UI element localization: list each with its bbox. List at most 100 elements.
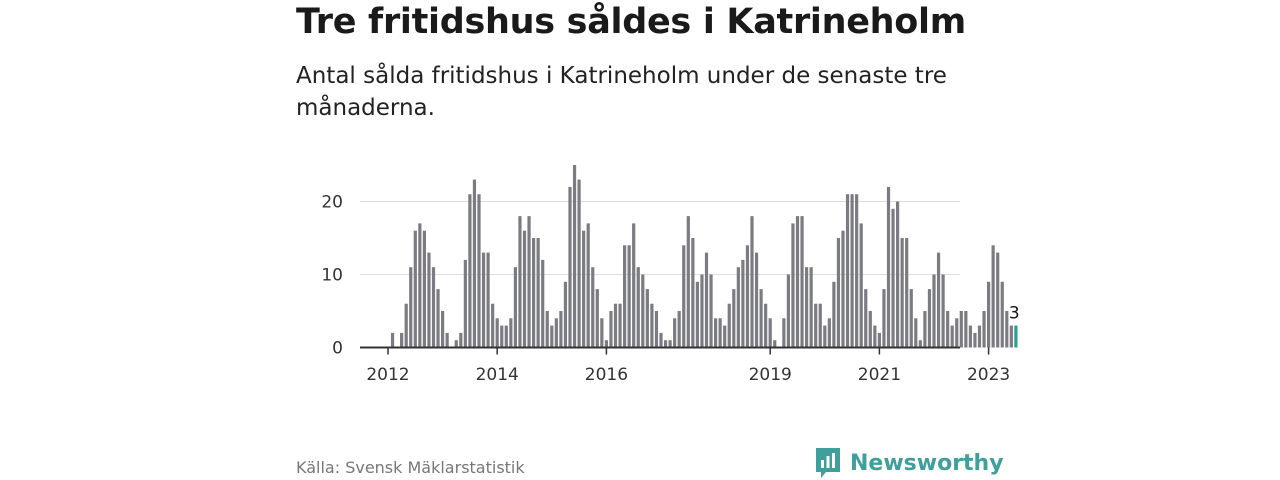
bar bbox=[491, 303, 495, 348]
bar bbox=[650, 303, 654, 348]
bar bbox=[855, 194, 859, 348]
bar bbox=[782, 318, 786, 348]
bar bbox=[968, 325, 972, 348]
bar bbox=[413, 230, 417, 348]
x-tick-label: 2016 bbox=[585, 365, 628, 385]
bar bbox=[941, 274, 945, 348]
bar bbox=[814, 303, 818, 348]
bar bbox=[477, 194, 481, 348]
x-tick-label: 2019 bbox=[749, 365, 792, 385]
bar bbox=[786, 274, 790, 348]
bar bbox=[736, 267, 740, 348]
bar bbox=[509, 318, 513, 348]
bar bbox=[768, 318, 772, 348]
bar bbox=[905, 238, 909, 348]
bar bbox=[764, 303, 768, 348]
bar bbox=[1014, 325, 1018, 348]
bar bbox=[668, 340, 672, 348]
bar bbox=[495, 318, 499, 348]
bar bbox=[541, 259, 545, 348]
bar bbox=[604, 340, 608, 348]
bar bbox=[918, 340, 922, 348]
bar bbox=[987, 281, 991, 348]
bar bbox=[732, 289, 736, 348]
bar bbox=[923, 311, 927, 348]
bar bbox=[518, 216, 522, 348]
bar bbox=[927, 289, 932, 348]
bar bbox=[700, 274, 704, 348]
x-tick-label: 2012 bbox=[366, 365, 409, 385]
bar bbox=[591, 267, 595, 348]
bar bbox=[545, 311, 549, 348]
bar bbox=[727, 303, 731, 348]
bar bbox=[714, 318, 718, 348]
bar bbox=[718, 318, 722, 348]
x-tick-label: 2021 bbox=[858, 365, 901, 385]
bar bbox=[795, 216, 800, 348]
bar bbox=[645, 289, 649, 348]
bar bbox=[759, 289, 763, 348]
bar bbox=[859, 223, 863, 348]
bar bbox=[827, 318, 831, 348]
bar bbox=[955, 318, 959, 348]
bar bbox=[577, 179, 581, 348]
bar bbox=[627, 245, 631, 348]
bar bbox=[595, 289, 599, 348]
bar bbox=[654, 311, 659, 348]
bar bbox=[823, 325, 827, 348]
bar bbox=[818, 303, 822, 348]
bar bbox=[532, 238, 536, 348]
bar bbox=[773, 340, 777, 348]
bar bbox=[454, 340, 458, 348]
bar bbox=[618, 303, 622, 348]
bar bbox=[554, 318, 558, 348]
bar bbox=[400, 332, 404, 348]
bar bbox=[932, 274, 936, 348]
bar bbox=[791, 223, 795, 348]
bar bbox=[950, 325, 954, 348]
bar bbox=[641, 274, 645, 348]
bar bbox=[864, 289, 868, 348]
bar bbox=[409, 267, 413, 348]
bar bbox=[754, 252, 759, 348]
chart-title: Tre fritidshus såldes i Katrineholm bbox=[296, 2, 966, 42]
bar bbox=[1009, 325, 1013, 348]
y-tick-label: 20 bbox=[321, 193, 343, 213]
bar bbox=[886, 186, 891, 348]
chart-subtitle: Antal sålda fritidshus i Katrineholm und… bbox=[296, 63, 947, 121]
bar bbox=[472, 179, 477, 348]
bar bbox=[563, 281, 568, 348]
bar bbox=[900, 238, 904, 348]
bar bbox=[723, 325, 727, 348]
bar bbox=[513, 267, 517, 348]
bar bbox=[964, 311, 968, 348]
bar bbox=[741, 259, 745, 348]
bar bbox=[841, 230, 845, 348]
bar bbox=[600, 318, 604, 348]
bar bbox=[468, 194, 472, 348]
bar bbox=[623, 245, 627, 348]
bar bbox=[572, 165, 577, 348]
bar bbox=[977, 325, 982, 348]
bar bbox=[914, 318, 918, 348]
bar bbox=[486, 252, 490, 348]
bar bbox=[1000, 281, 1004, 348]
bar bbox=[586, 223, 590, 348]
bar bbox=[632, 223, 636, 348]
bar bbox=[686, 216, 690, 348]
bar bbox=[613, 303, 618, 348]
bar bbox=[636, 267, 640, 348]
bar bbox=[536, 238, 540, 348]
brand-name: Newsworthy bbox=[850, 450, 1004, 476]
y-tick-label: 0 bbox=[332, 339, 343, 359]
bar bbox=[805, 267, 809, 348]
bar bbox=[673, 318, 677, 348]
newsworthy-logo-icon bbox=[816, 448, 840, 478]
bar bbox=[659, 332, 663, 348]
bar bbox=[1005, 311, 1009, 348]
newsworthy-logo[interactable]: Newsworthy bbox=[814, 446, 1004, 480]
bar bbox=[877, 332, 881, 348]
bar bbox=[973, 332, 977, 348]
bar bbox=[500, 325, 504, 348]
bar bbox=[896, 201, 900, 348]
